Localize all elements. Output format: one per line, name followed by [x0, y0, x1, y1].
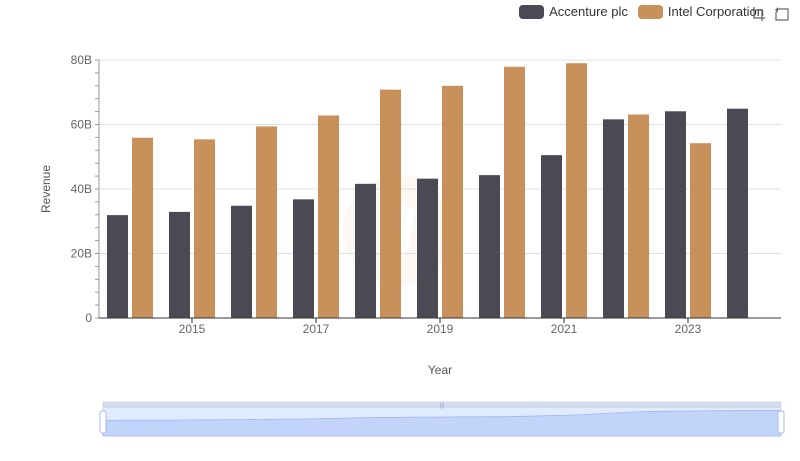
data-zoom-handle-right[interactable]: [777, 410, 785, 434]
bar-accenture-plc-2023: [665, 111, 686, 318]
legend-label-intel: Intel Corporation: [667, 4, 764, 19]
x-tick-labels: 2015 2017 2019 2021 2023: [179, 318, 702, 336]
bars: [107, 63, 748, 319]
zoom-icon[interactable]: [750, 6, 766, 22]
bar-intel-corporation-2017: [318, 115, 339, 318]
x-tick-label: 2023: [675, 322, 702, 336]
data-zoom-grip-icon[interactable]: |||: [440, 403, 445, 409]
bar-intel-corporation-2018: [380, 89, 401, 318]
x-tick-label: 2015: [179, 322, 206, 336]
data-zoom-handle-left[interactable]: [99, 410, 107, 434]
x-tick-label: 2021: [551, 322, 578, 336]
x-axis-title: Year: [428, 363, 452, 377]
bar-intel-corporation-2023: [690, 143, 711, 318]
bar-accenture-plc-2022: [603, 119, 624, 318]
y-tick-label: 60B: [71, 118, 92, 132]
y-minor-ticks: [95, 59, 99, 319]
x-tick-label: 2017: [303, 322, 330, 336]
bar-accenture-plc-2020: [479, 175, 500, 318]
legend-item-intel[interactable]: Intel Corporation: [637, 4, 764, 19]
bar-accenture-plc-2019: [417, 178, 438, 318]
y-tick-label: 20B: [71, 247, 92, 261]
bar-accenture-plc-2014: [107, 215, 128, 318]
bar-intel-corporation-2016: [256, 126, 277, 318]
bar-intel-corporation-2019: [442, 85, 463, 318]
y-axis-title: Revenue: [39, 165, 53, 213]
data-zoom-top-bar[interactable]: [103, 402, 781, 408]
y-tick-label: 0: [85, 311, 92, 325]
bar-intel-corporation-2020: [504, 66, 525, 319]
legend-item-accenture[interactable]: Accenture plc: [519, 4, 628, 19]
y-tick-labels: 0 20B 40B 60B 80B: [71, 53, 93, 325]
bar-accenture-plc-2018: [355, 183, 376, 318]
toolbox: [750, 6, 790, 22]
legend-label-accenture: Accenture plc: [549, 4, 628, 19]
y-tick-label: 40B: [71, 182, 92, 196]
bar-accenture-plc-2024: [727, 108, 748, 318]
y-tick-label: 80B: [71, 53, 92, 67]
legend-swatch-accenture: [519, 4, 545, 19]
bar-accenture-plc-2016: [231, 205, 252, 318]
data-zoom-slider[interactable]: |||: [99, 401, 785, 437]
bar-intel-corporation-2021: [566, 63, 587, 318]
legend: Accenture plc Intel Corporation: [519, 4, 764, 19]
bar-accenture-plc-2017: [293, 199, 314, 318]
bar-intel-corporation-2015: [194, 139, 215, 318]
x-tick-label: 2019: [427, 322, 454, 336]
bar-intel-corporation-2022: [628, 114, 649, 318]
bar-accenture-plc-2015: [169, 211, 190, 318]
data-zoom-preview-area: [102, 410, 782, 437]
bar-intel-corporation-2014: [132, 137, 153, 318]
restore-icon[interactable]: [774, 6, 790, 22]
legend-swatch-intel: [637, 4, 663, 19]
bar-accenture-plc-2021: [541, 155, 562, 318]
